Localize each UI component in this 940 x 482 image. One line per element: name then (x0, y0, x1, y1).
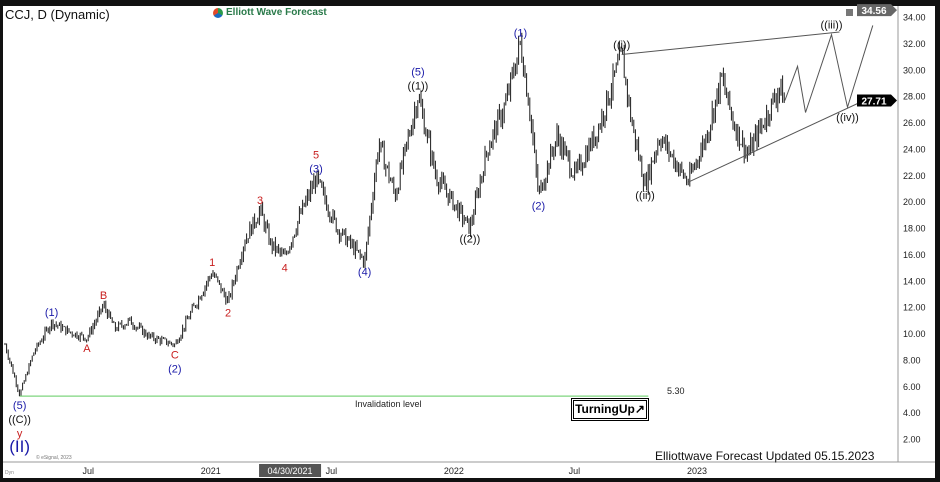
cursor-date-label: 04/30/2021 (268, 466, 313, 476)
wave-label: (2) (532, 201, 545, 213)
wave-label: 4 (282, 263, 288, 275)
y-tick-label: 14.00 (903, 276, 926, 286)
wave-label: A (83, 343, 91, 355)
wave-label: ((iii)) (821, 20, 843, 32)
wave-label: ((1)) (408, 80, 429, 92)
wave-label: 1 (209, 257, 215, 269)
y-tick-label: 20.00 (903, 197, 926, 207)
y-tick-label: 22.00 (903, 171, 926, 181)
wave-label: ((2)) (459, 234, 480, 246)
wave-label: ((i)) (613, 39, 630, 51)
wave-label: (4) (358, 267, 371, 279)
brand-name: Elliott Wave Forecast (226, 7, 327, 18)
wave-label: ((ii)) (635, 190, 655, 202)
wave-label: ((C)) (8, 414, 31, 426)
wave-label: 5 (313, 149, 319, 161)
x-axis-background (3, 462, 935, 478)
wave-label: (2) (168, 364, 181, 376)
wave-label: (1) (45, 307, 58, 319)
invalidation-label: Invalidation level (355, 399, 422, 409)
x-tick-label: 2023 (687, 466, 707, 476)
wave-label: ((iv)) (836, 112, 859, 124)
y-tick-label: 6.00 (903, 382, 921, 392)
chart-title: CCJ, D (Dynamic) (5, 7, 110, 22)
y-tick-label: 18.00 (903, 224, 926, 234)
wave-label: (5) (411, 66, 424, 78)
cursor-date-box (259, 464, 322, 477)
x-tick-label: 2022 (444, 466, 464, 476)
plot-background (3, 6, 935, 462)
brand-logo-icon (213, 7, 223, 18)
lower-wedge-line (687, 97, 870, 183)
y-tick-label: 16.00 (903, 250, 926, 260)
projection-path (784, 25, 874, 113)
y-tick-label: 34.00 (903, 13, 926, 23)
wave-label: y (17, 428, 23, 440)
turning-up-badge: TurningUp↗ (573, 400, 647, 419)
wave-label: 2 (225, 307, 231, 319)
upper-wedge-line (621, 31, 840, 55)
top-price-label: 34.56 (861, 6, 886, 17)
brand-logo: Elliott Wave Forecast (213, 7, 327, 18)
x-tick-label: Jul (569, 466, 581, 476)
updated-footer: Elliottwave Forecast Updated 05.15.2023 (655, 449, 875, 463)
y-tick-label: 32.00 (903, 39, 926, 49)
y-tick-label: 30.00 (903, 65, 926, 75)
x-tick-label: 2021 (201, 466, 221, 476)
wave-label: B (100, 290, 107, 302)
wave-label: (5) (13, 400, 26, 412)
y-tick-label: 10.00 (903, 329, 926, 339)
y-tick-label: 24.00 (903, 144, 926, 154)
last-price-tag (857, 94, 897, 107)
y-tick-label: 4.00 (903, 408, 921, 418)
x-tick-label: Jul (82, 466, 94, 476)
y-tick-label: 8.00 (903, 355, 921, 365)
wave-label: C (171, 350, 179, 362)
y-tick-label: 26.00 (903, 118, 926, 128)
y-tick-label: 28.00 (903, 92, 926, 102)
invalidation-value: 5.30 (667, 386, 685, 396)
wave-label: (II) (9, 437, 30, 456)
copyright: © eSignal, 2023 (36, 455, 72, 461)
top-price-tag (857, 4, 897, 17)
y-tick-label: 2.00 (903, 435, 921, 445)
wave-label: 3 (257, 195, 263, 207)
wave-label: (1) (514, 28, 527, 40)
wave-label: (3) (309, 163, 322, 175)
x-tick-label: Jul (326, 466, 338, 476)
last-price-label: 27.71 (861, 97, 886, 108)
y-tick-label: 12.00 (903, 303, 926, 313)
chart-settings-icon[interactable] (846, 9, 853, 16)
dyn-label: Dyn (5, 470, 14, 476)
